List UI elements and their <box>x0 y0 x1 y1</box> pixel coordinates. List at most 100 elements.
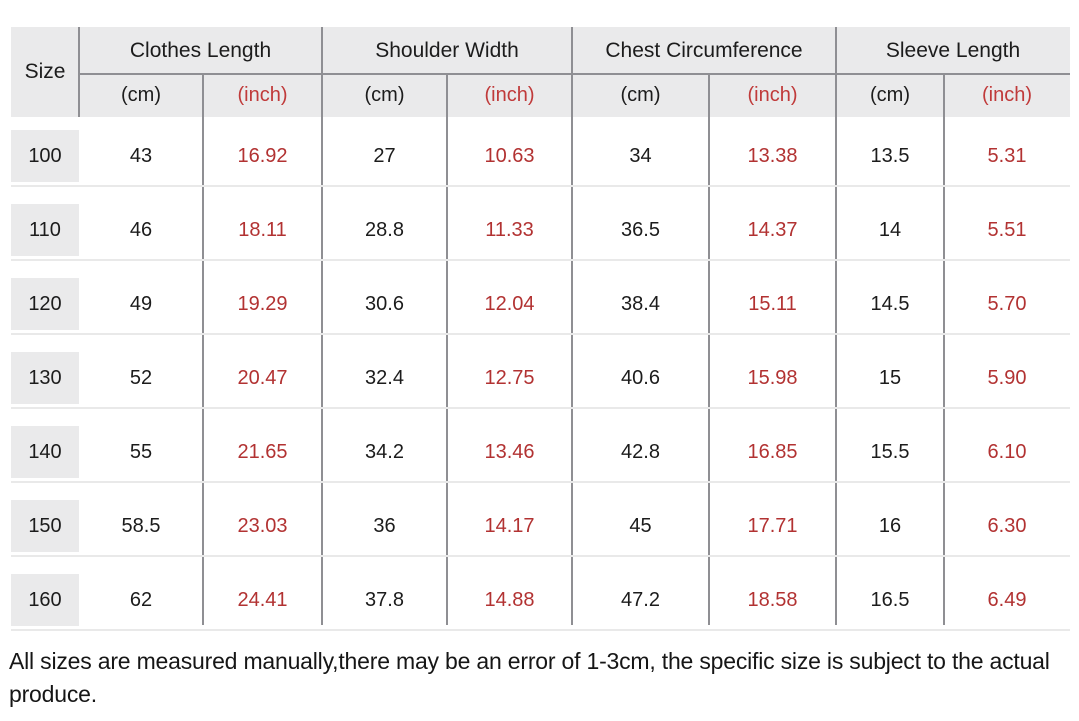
inch-value-cell: 18.11 <box>238 218 287 241</box>
inch-value-cell: 6.30 <box>987 514 1027 537</box>
inch-value-cell: 11.33 <box>485 218 534 241</box>
cm-value-cell: 40.6 <box>621 366 660 389</box>
cm-value-cell: 15 <box>878 366 902 389</box>
row-separator <box>11 481 1070 483</box>
inch-value-cell: 5.31 <box>987 144 1027 167</box>
cm-value-cell: 34 <box>629 144 652 167</box>
table-row: 120 49 19.29 30.6 12.04 38.4 15.11 14.5 … <box>11 278 1070 330</box>
size-cell: 160 <box>11 574 79 626</box>
header-shoulder-width: Shoulder Width <box>375 38 519 62</box>
row-separator <box>11 259 1070 261</box>
header-unit-inch: (inch) <box>981 84 1032 106</box>
size-cell: 120 <box>11 278 79 330</box>
header-unit-inch: (inch) <box>484 84 535 106</box>
size-cell: 100 <box>11 130 79 182</box>
inch-value-cell: 24.41 <box>237 588 288 611</box>
cm-value-cell: 55 <box>129 440 153 463</box>
cm-value-cell: 52 <box>129 366 153 389</box>
measurement-disclaimer-note: All sizes are measured manually,there ma… <box>9 648 1050 707</box>
inch-value-cell: 13.46 <box>484 440 535 463</box>
header-unit-inch: (inch) <box>237 84 288 106</box>
cm-value-cell: 27 <box>373 144 396 167</box>
table-row: 140 55 21.65 34.2 13.46 42.8 16.85 15.5 … <box>11 426 1070 478</box>
size-cell: 130 <box>11 352 79 404</box>
inch-value-cell: 16.92 <box>237 144 288 167</box>
header-size: Size <box>24 60 66 83</box>
table-row: 160 62 24.41 37.8 14.88 47.2 18.58 16.5 … <box>11 574 1070 626</box>
header-unit-cm: (cm) <box>620 84 661 106</box>
inch-value-cell: 18.58 <box>747 588 798 611</box>
grid-line <box>835 27 837 625</box>
inch-value-cell: 17.71 <box>747 514 798 537</box>
inch-value-cell: 12.75 <box>484 366 535 389</box>
cm-value-cell: 46 <box>129 218 153 241</box>
cm-value-cell: 47.2 <box>621 588 660 611</box>
inch-value-cell: 6.10 <box>987 440 1027 463</box>
grid-line <box>321 27 323 625</box>
table-row: 130 52 20.47 32.4 12.75 40.6 15.98 15 5.… <box>11 352 1070 404</box>
cm-value-cell: 14.5 <box>870 292 910 315</box>
header-sleeve-length: Sleeve Length <box>885 38 1021 62</box>
grid-line <box>708 74 710 625</box>
grid-line <box>943 74 945 625</box>
inch-value-cell: 15.98 <box>747 366 798 389</box>
cm-value-cell: 30.6 <box>365 292 404 315</box>
cm-value-cell: 58.5 <box>121 514 161 537</box>
inch-value-cell: 21.65 <box>237 440 288 463</box>
row-separator <box>11 555 1070 557</box>
header-unit-inch: (inch) <box>747 84 798 106</box>
header-unit-cm: (cm) <box>364 84 405 106</box>
inch-value-cell: 23.03 <box>237 514 288 537</box>
cm-value-cell: 15.5 <box>870 440 910 463</box>
inch-value-cell: 19.29 <box>237 292 288 315</box>
inch-value-cell: 13.38 <box>747 144 798 167</box>
cm-value-cell: 36 <box>373 514 396 537</box>
cm-value-cell: 16 <box>878 514 902 537</box>
cm-value-cell: 45 <box>629 514 652 537</box>
size-cell: 110 <box>11 204 79 256</box>
cm-value-cell: 37.8 <box>365 588 404 611</box>
cm-value-cell: 34.2 <box>365 440 404 463</box>
cm-value-cell: 14 <box>878 218 902 241</box>
grid-line <box>78 27 80 117</box>
grid-line <box>446 74 448 625</box>
grid-line <box>202 74 204 625</box>
cm-value-cell: 28.8 <box>365 218 404 241</box>
cm-value-cell: 62 <box>129 588 153 611</box>
inch-value-cell: 15.11 <box>748 292 797 315</box>
table-row: 110 46 18.11 28.8 11.33 36.5 14.37 14 5.… <box>11 204 1070 256</box>
inch-value-cell: 16.85 <box>747 440 798 463</box>
header-chest-circumference: Chest Circumference <box>605 38 803 62</box>
cm-value-cell: 38.4 <box>621 292 660 315</box>
inch-value-cell: 5.90 <box>987 366 1027 389</box>
header-clothes-length: Clothes Length <box>129 38 272 62</box>
cm-value-cell: 13.5 <box>870 144 910 167</box>
inch-value-cell: 20.47 <box>237 366 288 389</box>
inch-value-cell: 5.51 <box>987 218 1027 241</box>
header-unit-cm: (cm) <box>870 84 910 106</box>
cm-value-cell: 32.4 <box>365 366 404 389</box>
cm-value-cell: 42.8 <box>621 440 660 463</box>
inch-value-cell: 6.49 <box>987 588 1027 611</box>
header-unit-cm: (cm) <box>121 84 161 106</box>
row-separator <box>11 333 1070 335</box>
table-header: Size Clothes Length Shoulder Width Chest… <box>11 27 1070 117</box>
row-separator <box>11 407 1070 409</box>
row-separator <box>11 185 1070 187</box>
size-chart-table: Size Clothes Length Shoulder Width Chest… <box>11 27 1070 632</box>
table-row: 150 58.5 23.03 36 14.17 45 17.71 16 6.30 <box>11 500 1070 552</box>
size-cell: 150 <box>11 500 79 552</box>
inch-value-cell: 10.63 <box>484 144 535 167</box>
inch-value-cell: 14.37 <box>747 218 798 241</box>
cm-value-cell: 36.5 <box>621 218 660 241</box>
cm-value-cell: 43 <box>129 144 153 167</box>
table-row: 100 43 16.92 27 10.63 34 13.38 13.5 5.31 <box>11 130 1070 182</box>
grid-line <box>571 27 573 625</box>
cm-value-cell: 49 <box>129 292 153 315</box>
inch-value-cell: 14.88 <box>484 588 535 611</box>
row-separator <box>11 629 1070 631</box>
inch-value-cell: 5.70 <box>987 292 1027 315</box>
size-cell: 140 <box>11 426 79 478</box>
grid-line <box>78 73 1070 75</box>
inch-value-cell: 14.17 <box>484 514 535 537</box>
